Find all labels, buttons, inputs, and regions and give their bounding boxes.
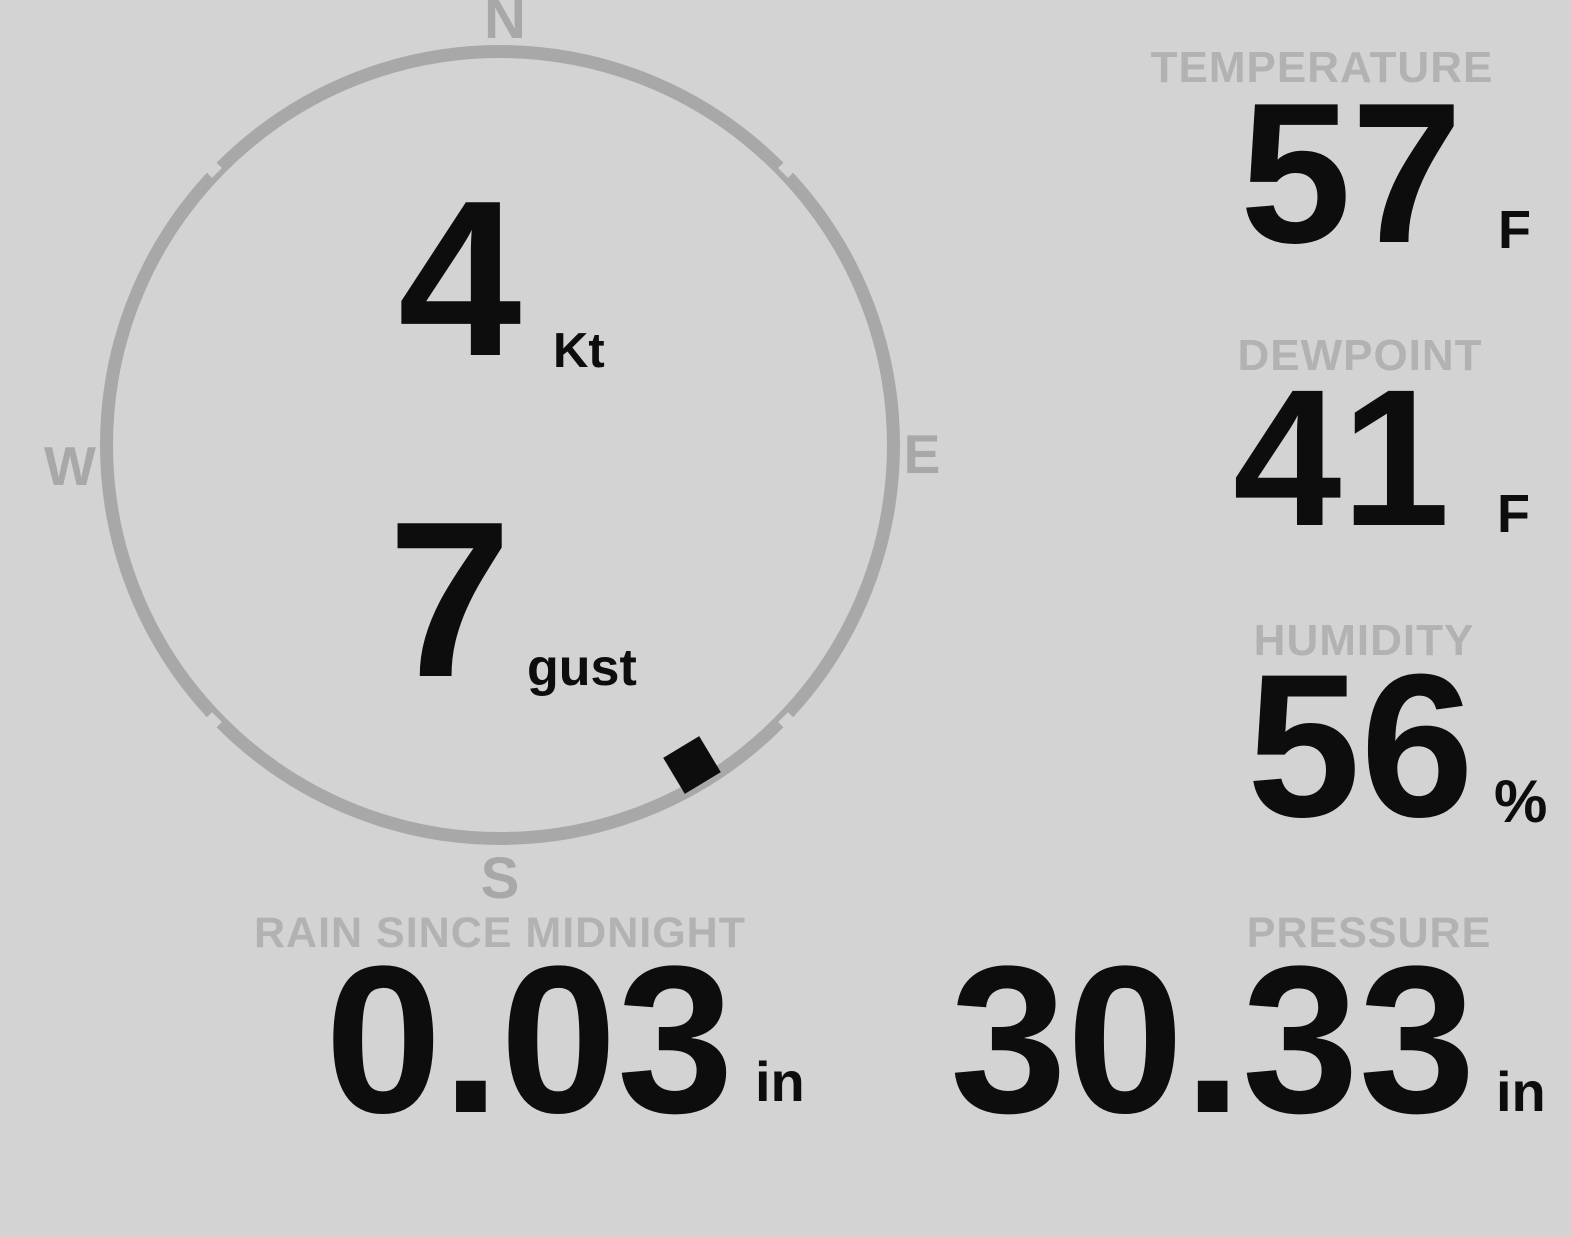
cardinal-north-label: N bbox=[484, 0, 526, 51]
rain-value: 0.03 bbox=[325, 922, 734, 1157]
humidity-value: 56 bbox=[1247, 632, 1474, 860]
pressure-unit: in bbox=[1496, 1060, 1546, 1123]
dewpoint-value: 41 bbox=[1233, 349, 1450, 567]
temperature-value: 57 bbox=[1240, 62, 1463, 285]
dewpoint-unit: F bbox=[1497, 484, 1530, 544]
dewpoint-label: DEWPOINT bbox=[1237, 331, 1483, 380]
humidity-label: HUMIDITY bbox=[1253, 616, 1475, 665]
wind-speed-value: 4 bbox=[398, 155, 522, 403]
temperature-label: TEMPERATURE bbox=[1150, 43, 1494, 92]
cardinal-west-label: W bbox=[44, 435, 96, 497]
pressure-label: PRESSURE bbox=[1246, 909, 1492, 957]
rain-unit: in bbox=[755, 1050, 805, 1113]
cardinal-east-label: E bbox=[903, 423, 941, 485]
wind-gust-label: gust bbox=[527, 639, 637, 697]
rain-label: RAIN SINCE MIDNIGHT bbox=[254, 909, 746, 957]
wind-gust-value: 7 bbox=[388, 476, 512, 724]
pressure-value: 30.33 bbox=[950, 922, 1476, 1157]
wind-speed-unit: Kt bbox=[553, 324, 605, 378]
humidity-unit: % bbox=[1494, 768, 1548, 835]
cardinal-south-label: S bbox=[480, 846, 520, 911]
temperature-unit: F bbox=[1498, 200, 1531, 260]
